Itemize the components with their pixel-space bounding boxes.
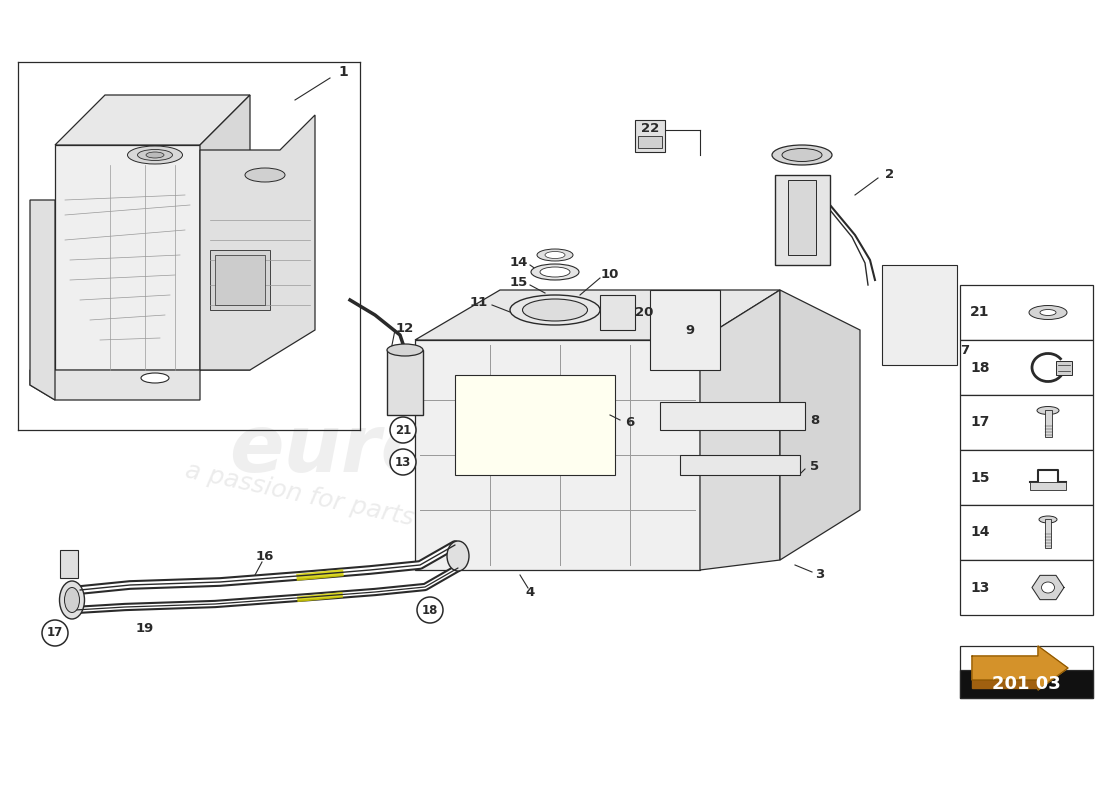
- Polygon shape: [780, 290, 860, 560]
- Circle shape: [390, 449, 416, 475]
- Polygon shape: [700, 290, 780, 570]
- Polygon shape: [55, 145, 200, 370]
- Text: 5: 5: [810, 459, 820, 473]
- Bar: [960, 340, 1093, 395]
- Text: 17: 17: [47, 626, 63, 639]
- Ellipse shape: [540, 267, 570, 277]
- Ellipse shape: [1040, 516, 1057, 523]
- Bar: [960, 450, 1093, 505]
- Bar: [788, 180, 816, 255]
- Text: 11: 11: [470, 295, 488, 309]
- Polygon shape: [455, 375, 615, 475]
- Ellipse shape: [387, 344, 424, 356]
- Polygon shape: [415, 340, 700, 570]
- Text: 22: 22: [641, 122, 659, 134]
- Text: euroPars: euroPars: [229, 411, 631, 489]
- Bar: [600, 295, 635, 330]
- Bar: [60, 550, 78, 578]
- Text: 13: 13: [395, 455, 411, 469]
- Text: 2: 2: [886, 169, 894, 182]
- Text: 20: 20: [635, 306, 653, 319]
- Ellipse shape: [65, 587, 79, 613]
- Bar: [635, 120, 666, 152]
- Polygon shape: [30, 200, 55, 400]
- Ellipse shape: [141, 373, 169, 383]
- Circle shape: [42, 620, 68, 646]
- Bar: [1056, 361, 1072, 374]
- Polygon shape: [200, 115, 315, 370]
- Bar: [960, 285, 1093, 340]
- Bar: [1030, 482, 1066, 490]
- Text: 7: 7: [960, 343, 969, 357]
- Bar: [960, 670, 1093, 698]
- Text: 1: 1: [338, 65, 348, 79]
- Ellipse shape: [772, 145, 832, 165]
- Text: 6: 6: [626, 415, 635, 429]
- Ellipse shape: [510, 295, 600, 325]
- Text: 18: 18: [970, 361, 990, 374]
- Bar: [680, 455, 800, 475]
- Bar: [214, 255, 265, 305]
- Bar: [960, 395, 1093, 450]
- Ellipse shape: [146, 152, 164, 158]
- Polygon shape: [200, 95, 250, 370]
- Ellipse shape: [1028, 306, 1067, 319]
- Text: 14: 14: [970, 526, 990, 539]
- Bar: [960, 646, 1093, 698]
- Ellipse shape: [1042, 582, 1055, 593]
- Text: 3: 3: [815, 569, 825, 582]
- Ellipse shape: [544, 251, 565, 258]
- Text: 14: 14: [509, 255, 528, 269]
- Ellipse shape: [128, 146, 183, 164]
- Text: 15: 15: [970, 470, 990, 485]
- Ellipse shape: [531, 264, 579, 280]
- Bar: [660, 402, 805, 430]
- Polygon shape: [30, 370, 200, 400]
- Ellipse shape: [1040, 310, 1056, 315]
- Bar: [960, 560, 1093, 615]
- Circle shape: [417, 597, 443, 623]
- Ellipse shape: [245, 168, 285, 182]
- Polygon shape: [1032, 575, 1064, 600]
- Bar: [960, 505, 1093, 560]
- Bar: [1045, 410, 1052, 437]
- Ellipse shape: [537, 249, 573, 261]
- Text: 10: 10: [601, 269, 619, 282]
- Bar: [776, 175, 830, 265]
- Bar: [650, 290, 721, 370]
- Text: 17: 17: [970, 415, 989, 430]
- Text: 16: 16: [256, 550, 274, 563]
- Text: 4: 4: [526, 586, 535, 598]
- Bar: [882, 265, 957, 365]
- Ellipse shape: [782, 149, 822, 162]
- Bar: [638, 136, 662, 148]
- Bar: [387, 350, 424, 415]
- Polygon shape: [55, 95, 250, 145]
- Text: 18: 18: [421, 603, 438, 617]
- Text: 21: 21: [970, 306, 990, 319]
- Polygon shape: [972, 680, 1038, 688]
- Polygon shape: [415, 290, 780, 340]
- Text: a passion for parts since 1985: a passion for parts since 1985: [183, 459, 558, 561]
- Text: 15: 15: [509, 275, 528, 289]
- Circle shape: [390, 417, 416, 443]
- Bar: [210, 250, 270, 310]
- Ellipse shape: [59, 581, 85, 619]
- Text: 201 03: 201 03: [992, 675, 1060, 693]
- Text: 19: 19: [136, 622, 154, 634]
- Bar: [1045, 518, 1050, 547]
- Ellipse shape: [522, 299, 587, 321]
- Ellipse shape: [1037, 406, 1059, 414]
- Text: 9: 9: [685, 323, 694, 337]
- Text: 21: 21: [395, 423, 411, 437]
- Text: 8: 8: [810, 414, 820, 426]
- Ellipse shape: [447, 541, 469, 571]
- Text: 13: 13: [970, 581, 989, 594]
- Polygon shape: [972, 646, 1068, 690]
- Text: 12: 12: [396, 322, 414, 334]
- Ellipse shape: [138, 150, 173, 161]
